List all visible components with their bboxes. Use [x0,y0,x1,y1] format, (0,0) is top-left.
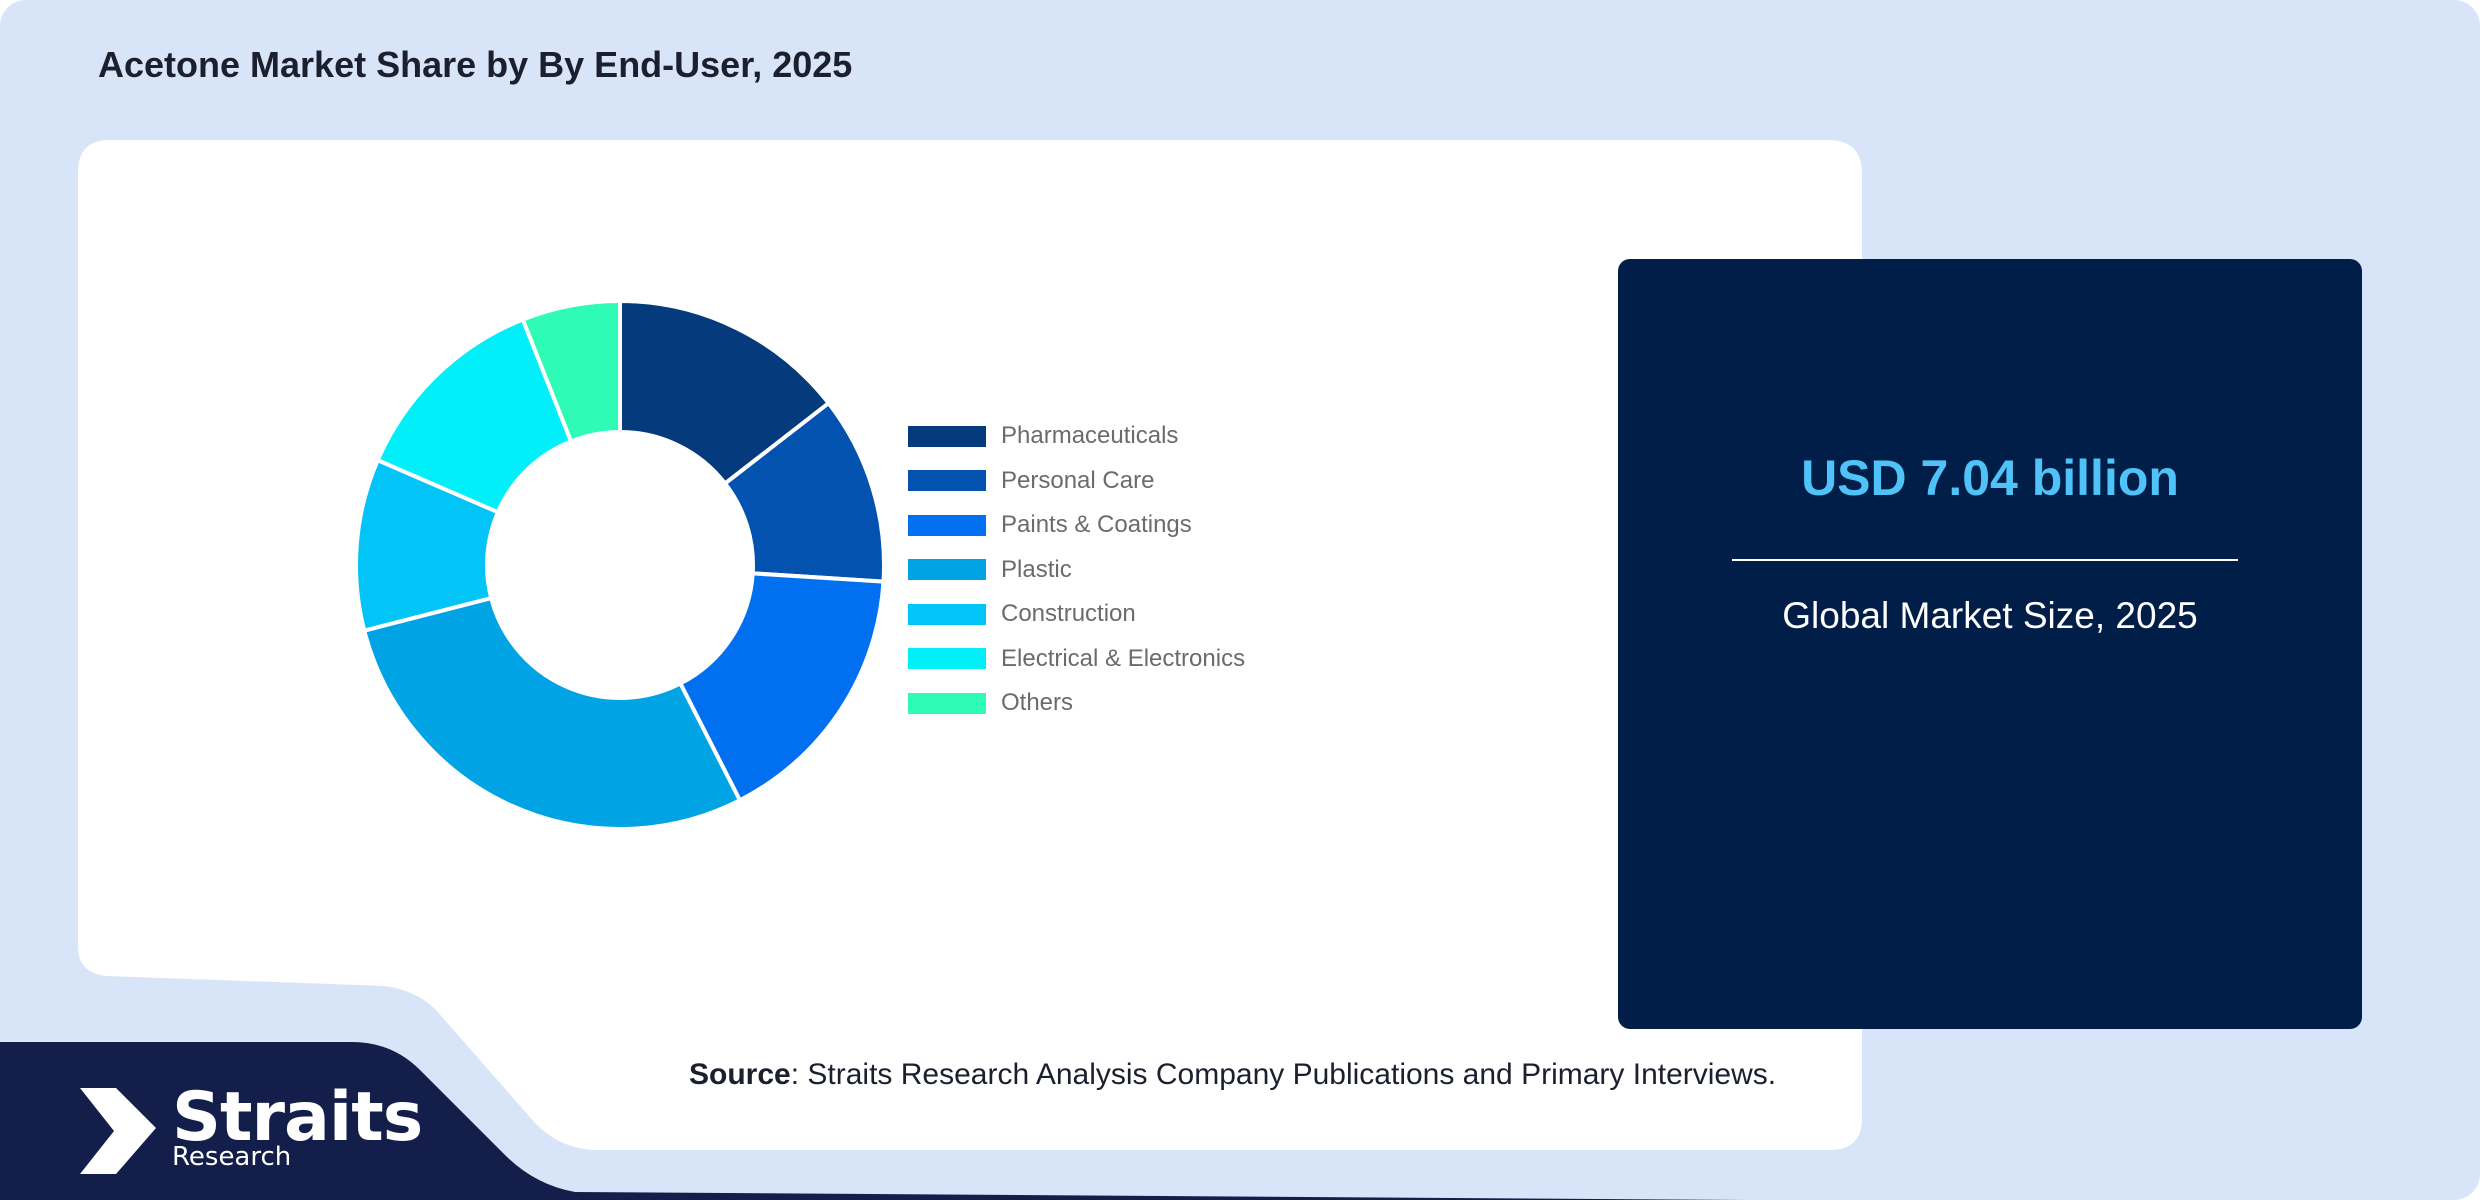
chart-legend: Pharmaceuticals Personal Care Paints & Coa… [908,414,1245,726]
legend-label: Personal Care [1001,466,1155,494]
source-label: Source [689,1058,791,1091]
straits-logo-icon [80,1088,156,1174]
legend-label: Others [1001,689,1074,717]
footer-band [0,1042,2480,1200]
legend-item-paints-coatings: Paints & Coatings [908,503,1245,548]
market-size-value: USD 7.04 billion [1801,450,2179,506]
legend-label: Electrical & Electronics [1001,644,1246,672]
legend-item-construction: Construction [908,592,1245,637]
legend-item-plastic: Plastic [908,548,1245,593]
market-size-card: USD 7.04 billion Global Market Size, 202… [1618,259,2362,1029]
slice-paints-coatings [677,571,886,803]
slice-pharmaceuticals [618,298,832,487]
slice-plastic [361,595,743,831]
market-divider [1732,559,2238,561]
legend-label: Paints & Coatings [1001,511,1192,539]
slice-personal-care [722,400,886,584]
source-text: : Straits Research Analysis Company Publ… [790,1058,1777,1091]
slice-others [520,298,622,444]
legend-swatch [908,648,986,670]
slice-electrical-electronics [375,316,574,515]
legend-swatch [908,603,986,625]
legend-swatch [908,692,986,714]
market-size-label: Global Market Size, 2025 [1782,595,2198,636]
source-note: Source: Straits Research Analysis Compan… [689,1058,1776,1092]
legend-item-personal-care: Personal Care [908,459,1245,504]
legend-label: Construction [1001,600,1136,628]
legend-swatch [908,514,986,536]
legend-item-others: Others [908,681,1245,726]
legend-item-pharmaceuticals: Pharmaceuticals [908,414,1245,459]
chart-title: Acetone Market Share by By End-User, 202… [98,44,853,85]
legend-label: Pharmaceuticals [1001,422,1179,450]
legend-swatch [908,470,986,492]
logo-sub: Research [172,1142,292,1172]
logo-name: Straits [172,1078,423,1157]
legend-swatch [908,559,986,581]
legend-label: Plastic [1001,555,1072,583]
legend-swatch [908,425,986,447]
donut-chart [354,298,886,831]
legend-item-electrical-electronics: Electrical & Electronics [908,637,1245,682]
